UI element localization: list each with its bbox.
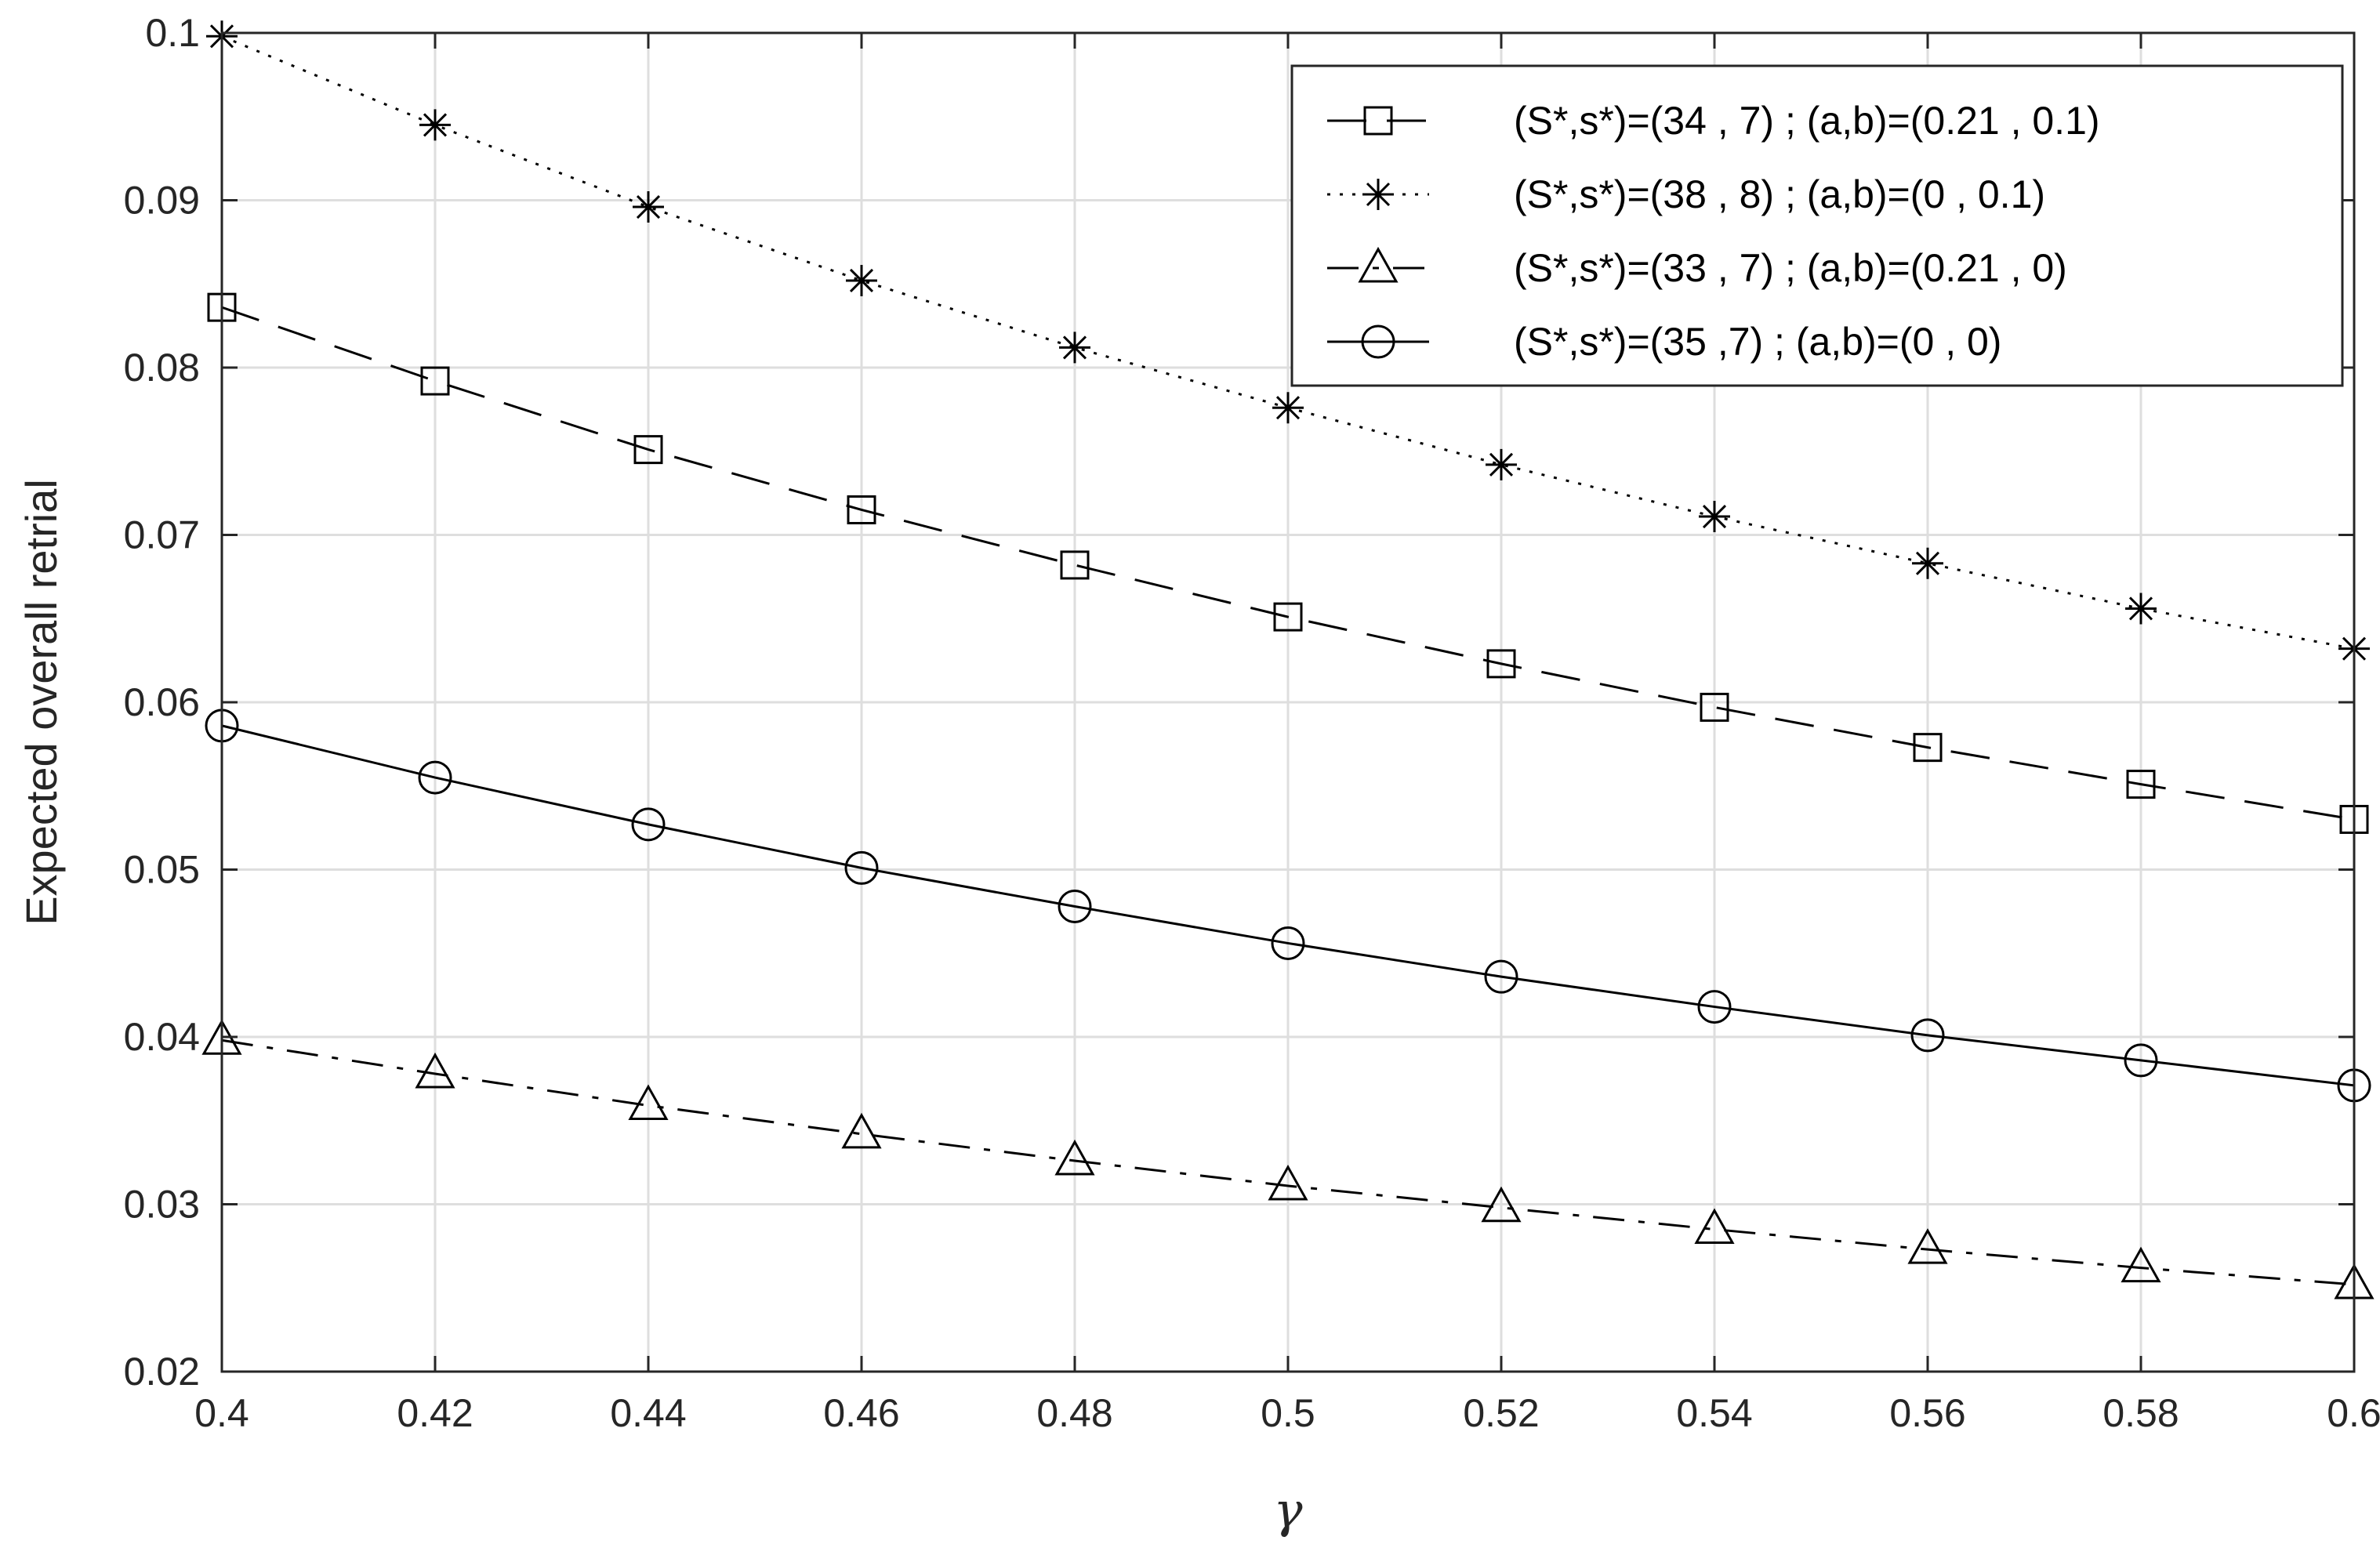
data-point-circle <box>1910 1018 1945 1053</box>
data-point-square <box>1700 692 1729 722</box>
data-point-triangle <box>1907 1228 1948 1264</box>
legend-label: (S*,s*)=(33 , 7) ; (a,b)=(0.21 , 0) <box>1514 246 2067 290</box>
x-axis-label: γ <box>1273 1481 1303 1539</box>
ticks <box>220 31 2356 1373</box>
x-tick-label: 0.54 <box>1676 1391 1752 1435</box>
y-tick-label: 0.05 <box>124 848 200 892</box>
data-point-triangle <box>841 1112 882 1149</box>
data-point-asterisk <box>1486 448 1517 480</box>
x-tick-label: 0.58 <box>2102 1391 2179 1435</box>
y-tick-label: 0.09 <box>124 179 200 223</box>
x-tick-label: 0.42 <box>397 1391 473 1435</box>
data-point-triangle <box>1694 1208 1735 1245</box>
y-tick-label: 0.07 <box>124 513 200 557</box>
legend-label: (S*,s*)=(34 , 7) ; (a,b)=(0.21 , 0.1) <box>1514 99 2100 143</box>
series-line-square <box>221 306 2355 821</box>
data-point-asterisk <box>1912 547 1943 579</box>
data-point-square <box>633 435 663 465</box>
x-tick-label: 0.4 <box>194 1391 249 1435</box>
data-point-circle <box>1058 889 1092 923</box>
data-point-circle <box>1271 926 1305 960</box>
y-tick-label: 0.08 <box>124 346 200 390</box>
data-point-square <box>1060 550 1090 580</box>
legend: (S*,s*)=(34 , 7) ; (a,b)=(0.21 , 0.1) (S*… <box>1290 64 2344 387</box>
y-tick-label: 0.02 <box>124 1350 200 1394</box>
data-point-triangle <box>1054 1139 1095 1176</box>
x-tick-label: 0.48 <box>1036 1391 1112 1435</box>
y-axis-label: Expected overall retrial <box>16 479 66 926</box>
data-point-asterisk <box>1272 392 1304 424</box>
x-tick-label: 0.56 <box>1889 1391 1965 1435</box>
tick-labels: 0.4 0.42 0.44 0.46 0.48 0.5 0.52 0.54 0.56 0.58 0.… <box>124 11 2380 1435</box>
data-point-triangle <box>1481 1186 1522 1223</box>
legend-marker-circle <box>1361 324 1395 359</box>
series-group <box>201 20 2375 1299</box>
data-point-square <box>1273 602 1303 632</box>
x-tick-label: 0.6 <box>2327 1391 2380 1435</box>
data-point-circle <box>1484 959 1518 994</box>
data-point-square <box>1913 733 1943 763</box>
data-point-square <box>2126 770 2156 799</box>
data-point-triangle <box>628 1084 669 1121</box>
data-point-square <box>420 366 450 396</box>
data-point-square <box>847 495 876 524</box>
y-tick-label: 0.04 <box>124 1015 200 1059</box>
series-line-circle <box>221 724 2355 1087</box>
data-point-circle <box>418 760 452 795</box>
data-point-asterisk <box>2125 593 2157 625</box>
legend-marker-asterisk <box>1362 179 1394 210</box>
y-tick-label: 0.06 <box>124 680 200 724</box>
x-tick-label: 0.44 <box>610 1391 686 1435</box>
legend-marker-square <box>1363 106 1393 136</box>
series-line-triangle <box>221 1038 2355 1286</box>
x-tick-label: 0.46 <box>823 1391 899 1435</box>
data-point-asterisk <box>1699 501 1730 533</box>
legend-marker-triangle <box>1358 246 1399 283</box>
data-point-asterisk <box>846 264 877 296</box>
legend-box <box>1290 64 2344 387</box>
data-point-asterisk <box>633 191 664 223</box>
x-tick-label: 0.5 <box>1261 1391 1315 1435</box>
y-tick-label: 0.03 <box>124 1183 200 1227</box>
data-point-triangle <box>1268 1164 1308 1201</box>
data-point-asterisk <box>419 109 451 141</box>
series-circle <box>205 709 2371 1103</box>
legend-label: (S*,s*)=(38 , 8) ; (a,b)=(0 , 0.1) <box>1514 172 2045 216</box>
x-tick-label: 0.52 <box>1463 1391 1539 1435</box>
data-point-circle <box>844 850 879 885</box>
legend-label: (S*,s*)=(35 ,7) ; (a,b)=(0 , 0) <box>1514 320 2001 364</box>
data-point-square <box>1486 649 1516 679</box>
data-point-circle <box>631 807 666 842</box>
data-point-asterisk <box>1059 332 1090 364</box>
data-point-circle <box>2124 1043 2158 1078</box>
data-point-triangle <box>2121 1246 2161 1283</box>
y-tick-label: 0.1 <box>145 11 200 55</box>
data-point-triangle <box>415 1052 455 1089</box>
data-point-circle <box>1697 990 1732 1024</box>
